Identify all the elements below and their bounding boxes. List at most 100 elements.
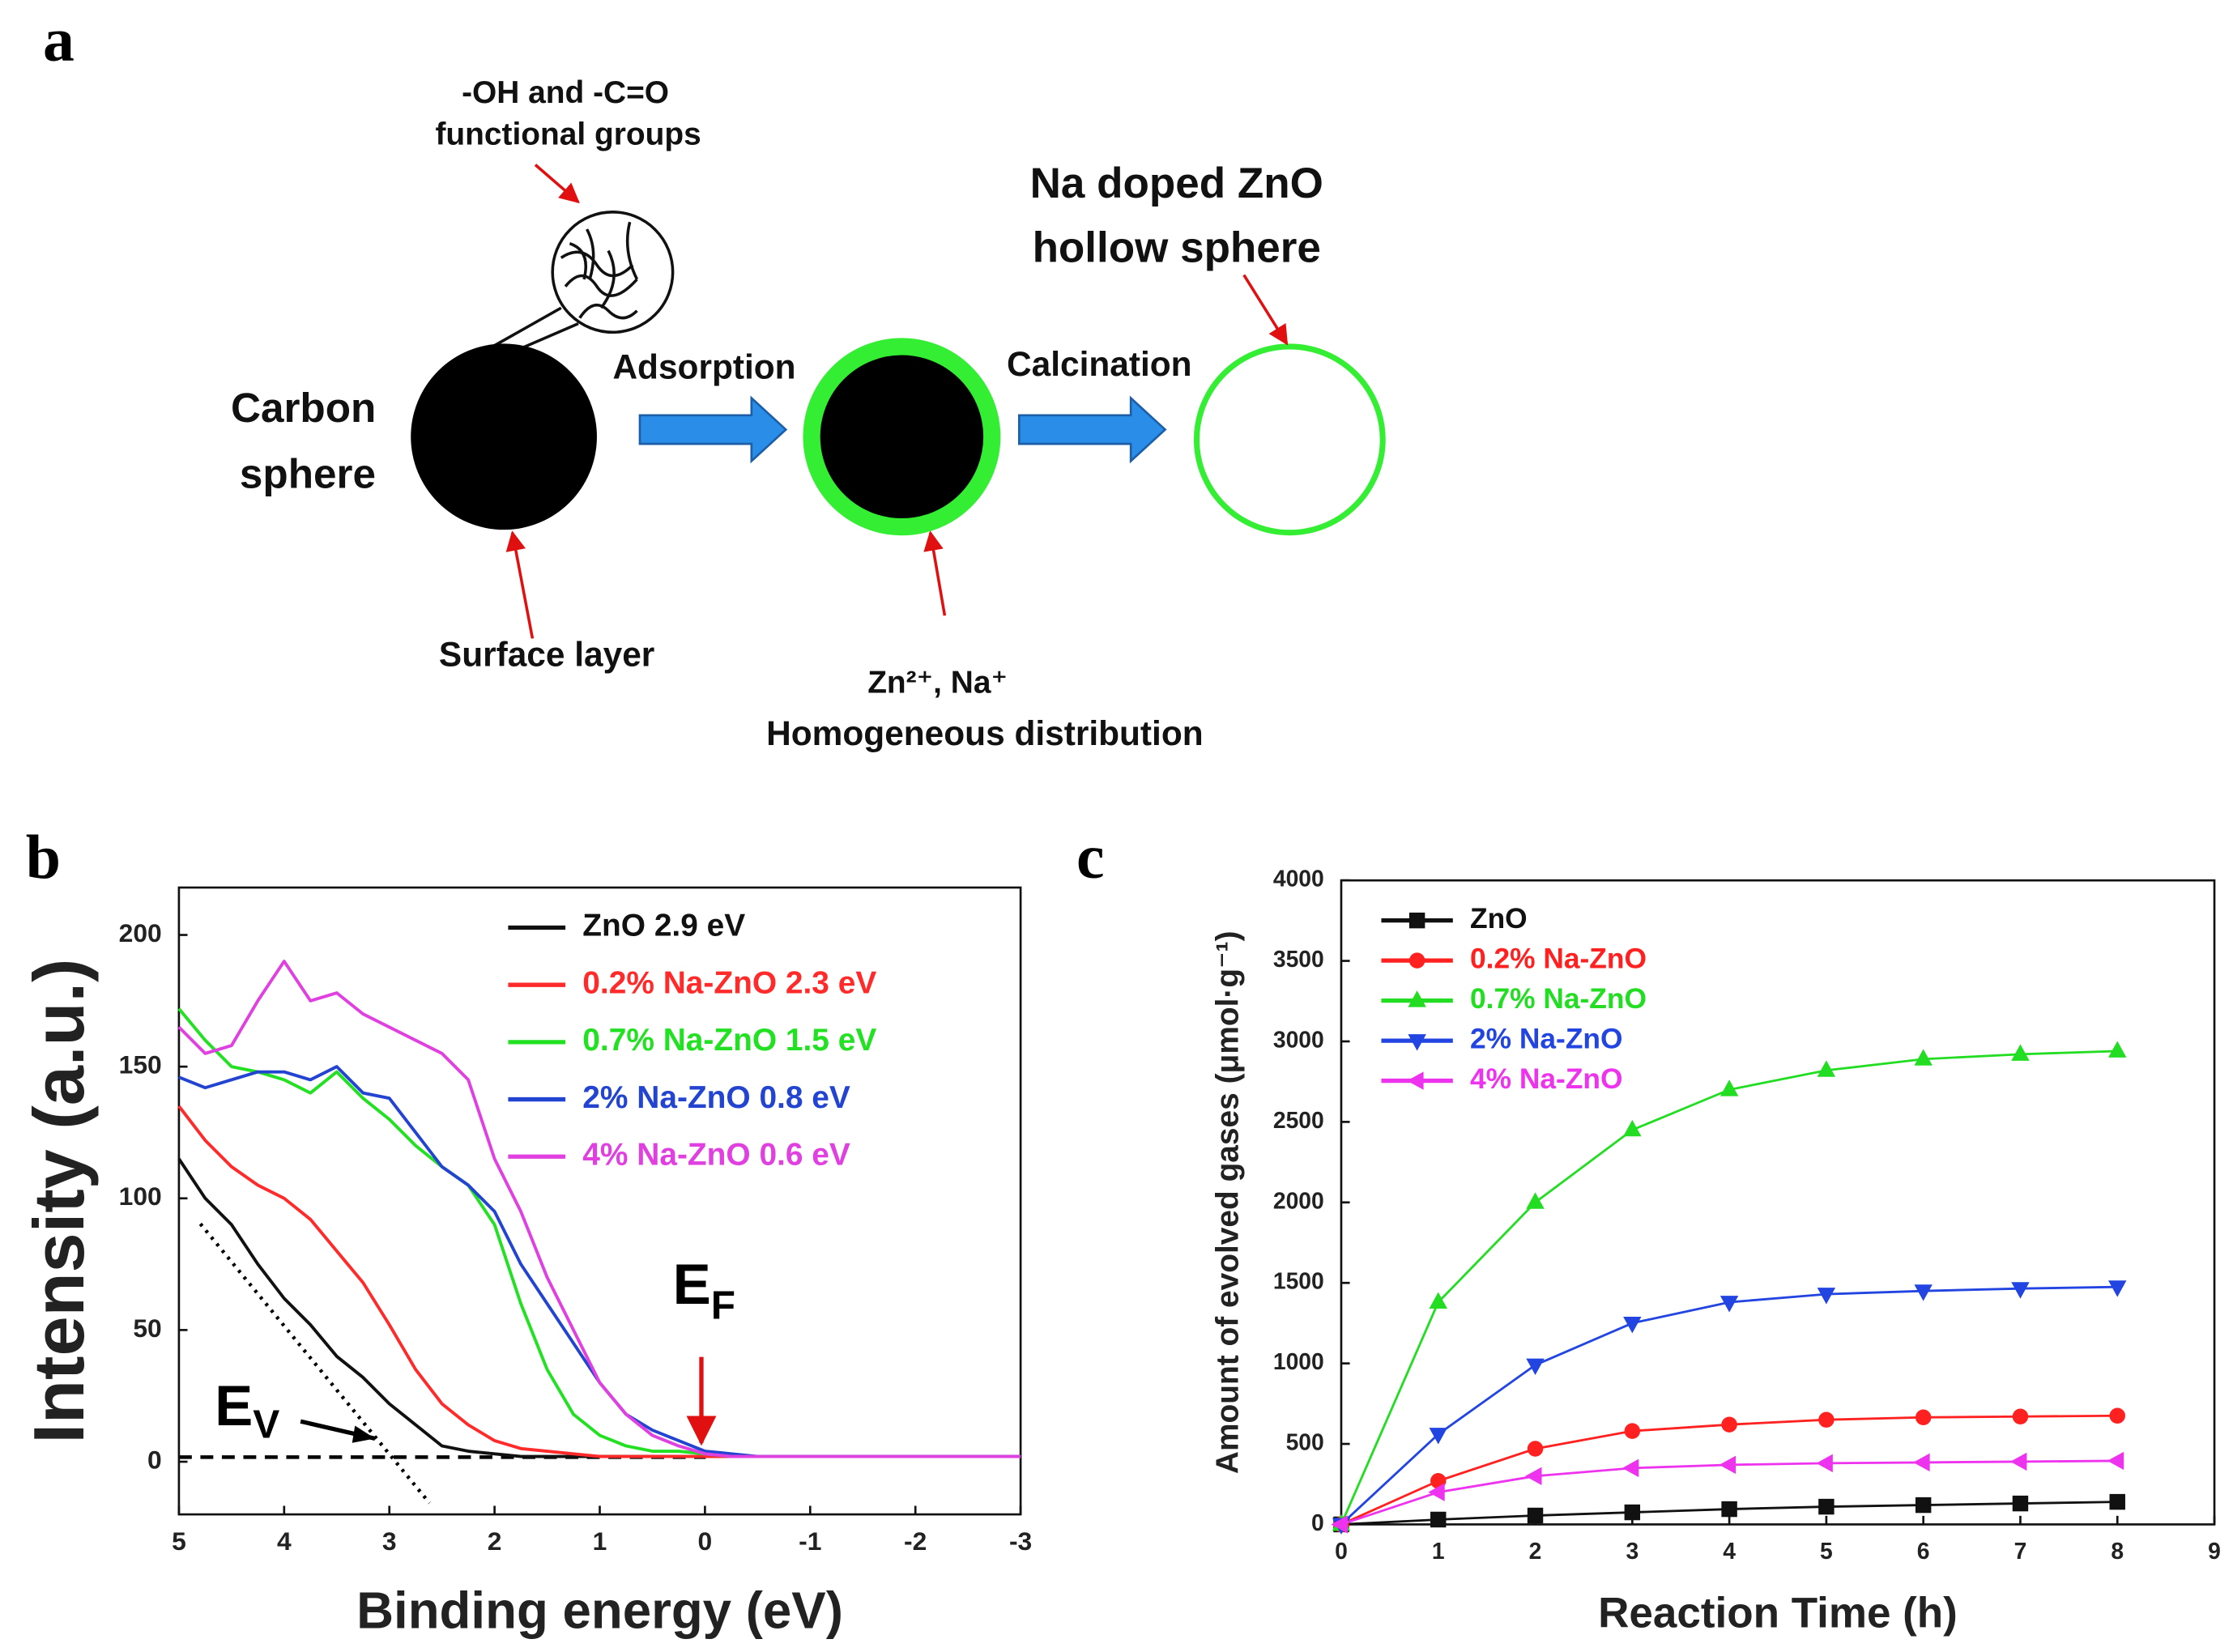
point	[1526, 1358, 1545, 1376]
x-tick-label: 5	[172, 1526, 186, 1556]
point	[1816, 1454, 1833, 1473]
point	[2107, 1451, 2124, 1471]
point	[2011, 1044, 2030, 1061]
point	[1621, 1458, 1639, 1478]
point	[1623, 1316, 1642, 1334]
y-tick-label: 3000	[1273, 1026, 1324, 1052]
point	[2108, 1280, 2127, 1297]
step-label: Adsorption	[612, 347, 795, 385]
point	[2109, 1407, 2125, 1424]
y-tick-label: 0	[147, 1445, 162, 1474]
point	[1331, 1515, 1348, 1534]
data-line	[1340, 1050, 2118, 1526]
x-tick-label: 4	[277, 1526, 292, 1556]
process-arrow	[1017, 395, 1167, 464]
x-axis-label: Reaction Time (h)	[1598, 1590, 1958, 1637]
y-axis-label: Intensity (a.u.)	[19, 959, 99, 1444]
point	[1818, 1411, 1835, 1428]
point	[1624, 1504, 1641, 1521]
point	[1527, 1441, 1544, 1457]
point	[2109, 1493, 2125, 1510]
point	[1719, 1079, 1739, 1096]
point	[1719, 1296, 1739, 1313]
legend-label: ZnO	[1470, 903, 1528, 935]
y-tick-label: 50	[133, 1314, 161, 1343]
point	[1817, 1288, 1836, 1305]
zoom-inset	[471, 211, 675, 360]
pointer-arrow	[923, 530, 947, 616]
point	[2011, 1282, 2030, 1299]
point	[1915, 1409, 1932, 1425]
panel-label: c	[1076, 822, 1105, 892]
y-tick-label: 2500	[1273, 1107, 1324, 1133]
y-tick-label: 200	[119, 918, 162, 947]
data-line	[177, 960, 1021, 1458]
diagram-label: Homogeneous distribution	[766, 714, 1203, 752]
y-tick-label: 2000	[1273, 1187, 1324, 1213]
diagram-label: Surface layer	[439, 636, 654, 674]
point	[1913, 1453, 1930, 1472]
pointer-arrow	[534, 164, 580, 204]
coated-sphere	[803, 338, 1001, 536]
legend-label: 4% Na-ZnO 0.6 eV	[582, 1138, 850, 1173]
data-line	[177, 1007, 1021, 1458]
pointer-arrow	[505, 530, 535, 639]
legend-marker	[1407, 1071, 1424, 1090]
point	[2010, 1452, 2027, 1471]
panel-label: b	[26, 822, 61, 892]
legend-label: 0.7% Na-ZnO 1.5 eV	[582, 1023, 876, 1058]
y-tick-label: 150	[119, 1050, 162, 1079]
x-tick-label: 6	[1917, 1538, 1930, 1564]
diagram-label: hollow sphere	[1033, 224, 1321, 272]
x-tick-label: 3	[382, 1526, 397, 1556]
y-tick-label: 500	[1286, 1429, 1324, 1455]
point	[1624, 1423, 1641, 1439]
x-tick-label: 9	[2208, 1538, 2221, 1564]
x-tick-label: 0	[698, 1526, 713, 1556]
process-arrow	[638, 395, 788, 464]
point	[1429, 1292, 1447, 1309]
point	[1915, 1497, 1932, 1514]
point	[1721, 1416, 1737, 1433]
data-line	[177, 1157, 1021, 1458]
point	[2012, 1495, 2029, 1512]
ef-label: EF	[673, 1252, 735, 1328]
tangent-line	[198, 1222, 431, 1505]
point	[1914, 1284, 1933, 1301]
y-tick-label: 1000	[1273, 1348, 1324, 1374]
point	[1429, 1428, 1447, 1445]
diagram-label: Carbon	[231, 385, 376, 431]
x-tick-label: -1	[799, 1526, 821, 1556]
point	[1818, 1498, 1835, 1515]
ev-label: EV	[215, 1373, 279, 1447]
point	[1719, 1455, 1737, 1475]
x-axis-label: Binding energy (eV)	[356, 1582, 843, 1640]
diagram-label: Na doped ZnO	[1030, 160, 1323, 207]
x-tick-label: -2	[904, 1526, 927, 1556]
diagram-label: sphere	[240, 450, 376, 496]
diagram-label: functional groups	[435, 117, 701, 151]
legend-label: 4% Na-ZnO	[1470, 1063, 1622, 1095]
point	[2012, 1408, 2029, 1424]
point	[1525, 1467, 1542, 1486]
point	[1817, 1060, 1836, 1077]
legend-label: ZnO 2.9 eV	[582, 909, 745, 943]
x-tick-label: 2	[1529, 1538, 1542, 1564]
legend-marker	[1408, 1034, 1426, 1051]
y-tick-label: 3500	[1273, 946, 1324, 972]
legend-label: 2% Na-ZnO	[1470, 1023, 1622, 1054]
x-tick-label: 4	[1723, 1538, 1736, 1564]
point	[1526, 1192, 1545, 1209]
x-tick-label: 2	[488, 1526, 502, 1556]
legend-marker	[1408, 952, 1425, 969]
legend-label: 0.2% Na-ZnO 2.3 eV	[582, 965, 876, 1000]
ev-arrowhead	[352, 1425, 376, 1443]
y-axis-label: Amount of evolved gases (μmol·g⁻¹)	[1210, 930, 1245, 1474]
carbon-sphere	[411, 343, 597, 530]
x-tick-label: 3	[1626, 1538, 1639, 1564]
y-tick-label: 1500	[1273, 1268, 1324, 1294]
y-tick-label: 0	[1311, 1509, 1324, 1535]
x-tick-label: 5	[1820, 1538, 1833, 1564]
y-tick-label: 4000	[1273, 866, 1324, 892]
